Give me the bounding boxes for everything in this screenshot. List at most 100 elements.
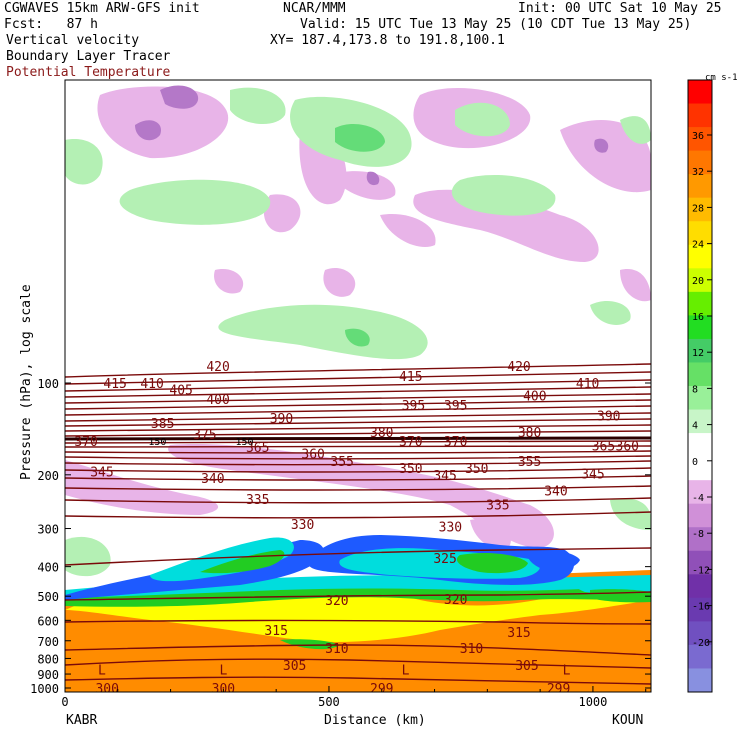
theta-label: 365: [592, 439, 615, 454]
theta-label: 400: [523, 390, 546, 405]
theta-label: 355: [330, 455, 353, 470]
y-axis-label: Pressure (hPa), log scale: [19, 284, 34, 480]
y-tick-label: 1000: [30, 682, 59, 696]
theta-label: 335: [246, 493, 269, 508]
theta-label: 420: [206, 360, 229, 375]
field-potential-temperature: Potential Temperature: [6, 65, 171, 80]
colorbar-units: cm s-1: [705, 73, 738, 83]
theta-label: 335: [486, 498, 509, 513]
colorbar-swatch: [688, 103, 712, 128]
y-tick-label: 400: [37, 561, 59, 575]
colorbar-tick-label: 8: [692, 384, 698, 395]
x-axis-label: Distance (km): [324, 713, 426, 728]
theta-label: 385: [151, 417, 174, 432]
colorbar-swatch: [688, 668, 712, 693]
colorbar-swatch: [688, 550, 712, 575]
colorbar-swatch: [688, 597, 712, 622]
theta-label: 310: [460, 642, 483, 657]
colorbar-swatch: [688, 150, 712, 175]
colorbar-tick-label: 24: [692, 240, 704, 251]
model-title: CGWAVES 15km ARW-GFS init: [4, 1, 200, 16]
right-endpoint-label: KOUN: [612, 713, 643, 728]
theta-label: 360: [616, 439, 639, 454]
low-marker: L: [402, 664, 410, 679]
theta-label: 299: [547, 682, 570, 697]
theta-label: 415: [399, 370, 422, 385]
theta-label: 299: [370, 682, 393, 697]
colorbar: 36 32 28 24 20 16 12 8 4 0 -4 -8 -12 -16 -20 cm s-1: [687, 73, 738, 693]
theta-label: 400: [206, 393, 229, 408]
init-time: Init: 00 UTC Sat 10 May 25: [518, 1, 722, 16]
theta-label: 340: [201, 472, 224, 487]
y-tick-label: 900: [37, 668, 59, 682]
theta-label: 370: [74, 435, 97, 450]
theta-label: 390: [270, 412, 293, 427]
theta-label: 330: [439, 520, 462, 535]
colorbar-swatch: [688, 574, 712, 599]
theta-label: 380: [370, 426, 393, 441]
left-endpoint-label: KABR: [66, 713, 97, 728]
colorbar-tick-label: 16: [692, 312, 704, 323]
colorbar-tick-label: -20: [692, 638, 710, 649]
colorbar-tick-label: -12: [692, 565, 710, 576]
low-marker: L: [98, 664, 106, 679]
colorbar-tick-label: 4: [692, 421, 698, 432]
x-tick-label: 0: [61, 695, 68, 709]
valid-time: Valid: 15 UTC Tue 13 May 25 (10 CDT Tue …: [300, 17, 692, 32]
colorbar-swatch: [688, 174, 712, 199]
tropopause-label: 150: [148, 437, 166, 448]
theta-label: 420: [507, 360, 530, 375]
theta-label: 315: [264, 624, 287, 639]
colorbar-tick-label: -4: [692, 493, 704, 504]
colorbar-swatch: [688, 244, 712, 269]
colorbar-tick-label: 28: [692, 203, 704, 214]
y-tick-label: 300: [37, 523, 59, 537]
colorbar-tick-label: -16: [692, 602, 710, 613]
colorbar-swatch: [688, 433, 712, 458]
vertical-velocity-up-patches: [65, 87, 651, 577]
colorbar-swatch: [688, 221, 712, 246]
theta-label: 340: [544, 484, 567, 499]
colorbar-swatch: [688, 527, 712, 552]
theta-label: 310: [325, 642, 348, 657]
colorbar-tick-label: 12: [692, 348, 704, 359]
theta-label: 345: [433, 469, 456, 484]
theta-label: 365: [246, 441, 269, 456]
x-tick-label: 500: [318, 695, 340, 709]
colorbar-swatch: [688, 291, 712, 316]
theta-contours: [65, 363, 651, 685]
low-marker: L: [563, 664, 571, 679]
tropopause-label: 150: [235, 437, 253, 448]
theta-label: 300: [95, 682, 118, 697]
organization: NCAR/MMM: [283, 1, 346, 16]
colorbar-swatch: [688, 480, 712, 505]
colorbar-tick-label: 20: [692, 276, 704, 287]
theta-label: 370: [444, 435, 467, 450]
theta-label: 410: [576, 377, 599, 392]
theta-label: 300: [212, 682, 235, 697]
colorbar-swatch: [688, 409, 712, 434]
low-marker: L: [219, 664, 227, 679]
y-tick-label: 100: [37, 377, 59, 391]
theta-label: 330: [291, 518, 314, 533]
colorbar-swatch: [688, 503, 712, 528]
x-tick-label: 1000: [578, 695, 607, 709]
theta-label: 355: [518, 455, 541, 470]
colorbar-swatch: [688, 268, 712, 293]
forecast-hour: Fcst: 87 h: [4, 17, 98, 32]
theta-label: 350: [399, 462, 422, 477]
theta-label: 390: [597, 410, 620, 425]
theta-label: 305: [515, 659, 538, 674]
plot-frame: [64, 79, 652, 693]
field-vertical-velocity: Vertical velocity: [6, 33, 140, 48]
theta-label: 415: [103, 377, 126, 392]
theta-label: 360: [301, 447, 324, 462]
theta-label: 375: [193, 428, 216, 443]
colorbar-tick-label: -8: [692, 529, 704, 540]
vertical-velocity-down-patches: [97, 85, 651, 302]
theta-label: 320: [444, 593, 467, 608]
theta-label: 345: [581, 467, 604, 482]
